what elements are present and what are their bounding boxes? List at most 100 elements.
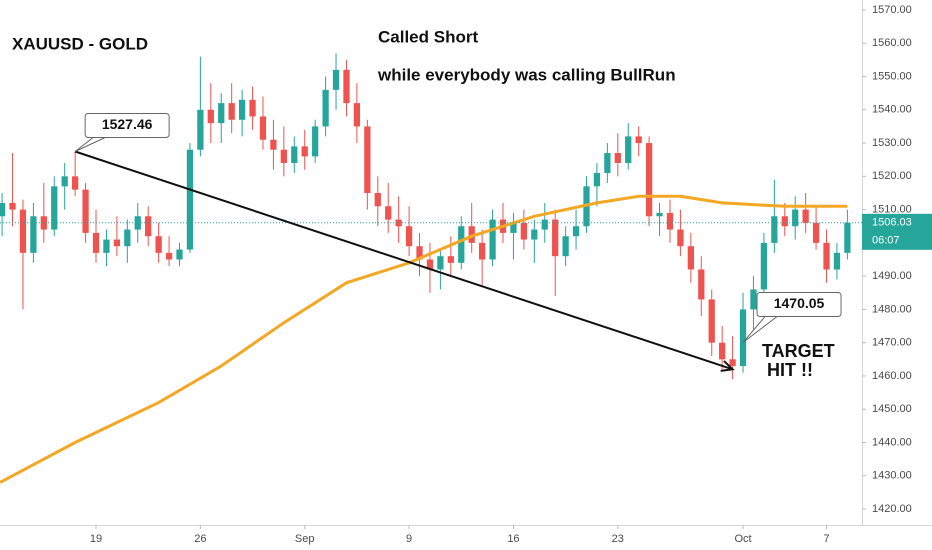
candle-body <box>479 242 486 260</box>
y-tick-label: 1550.00 <box>872 70 912 82</box>
candle-body <box>353 103 361 127</box>
candle-body <box>72 176 79 190</box>
candle-body <box>197 109 204 150</box>
callout-label: 1527.46 <box>102 116 153 132</box>
y-tick-label: 1480.00 <box>872 303 912 315</box>
callout-box <box>84 113 170 139</box>
candle-body <box>405 226 413 247</box>
plot-area <box>0 53 862 484</box>
candle-body <box>332 69 340 90</box>
x-tick-label: 26 <box>194 533 206 545</box>
callout-box <box>756 292 842 318</box>
candle-body <box>145 216 152 237</box>
x-tick-label: Oct <box>734 533 751 545</box>
candle-body <box>416 246 423 260</box>
y-tick-label: 1440.00 <box>872 436 912 448</box>
candle-body <box>82 189 89 233</box>
candle-body <box>312 126 319 157</box>
candle-body <box>51 186 58 230</box>
candle-body <box>395 219 402 227</box>
candle-body <box>291 146 298 164</box>
last-price-label: 1506.03 <box>872 217 912 229</box>
candle-body <box>781 216 788 227</box>
candle-body <box>374 192 381 207</box>
candle-body <box>458 226 465 263</box>
candle-body <box>270 139 277 150</box>
candle-body <box>124 229 131 247</box>
candle-body <box>531 229 538 240</box>
candle-body <box>729 359 736 366</box>
candle-body <box>385 206 392 220</box>
x-tick-label: 23 <box>612 533 624 545</box>
candle-body <box>155 236 162 253</box>
candle-body <box>61 176 68 187</box>
candle-body <box>823 242 830 270</box>
candle-body <box>437 256 444 270</box>
candle-body <box>792 209 799 227</box>
candle-body <box>698 269 705 300</box>
x-tick-label: Sep <box>295 533 315 545</box>
candle-body <box>301 146 308 157</box>
candle-body <box>604 153 611 174</box>
candle-body <box>572 226 580 237</box>
y-tick-label: 1510.00 <box>872 204 912 216</box>
candle-body <box>165 252 173 260</box>
annotation: Called Short <box>378 27 478 46</box>
candle-body <box>562 236 569 257</box>
candle-body <box>510 222 517 233</box>
candle-body <box>708 299 715 343</box>
candle-body <box>0 202 6 217</box>
candle-body <box>322 89 329 127</box>
arrow-head <box>720 360 735 372</box>
candle-body <box>771 216 778 243</box>
candle-body <box>812 222 820 243</box>
candle-body <box>614 153 621 164</box>
candle-body <box>207 109 214 124</box>
candle-body <box>103 239 110 253</box>
candle-body <box>176 249 183 260</box>
y-tick-label: 1490.00 <box>872 270 912 282</box>
candle-body <box>833 252 841 270</box>
candle-body <box>228 103 235 120</box>
trend-arrow <box>74 150 733 371</box>
candle-body <box>739 309 747 366</box>
callout-label: 1470.05 <box>774 295 825 311</box>
target-text: HIT !! <box>767 360 813 380</box>
candle-body <box>802 209 809 223</box>
candle-body <box>238 99 246 120</box>
y-tick-label: 1560.00 <box>872 37 912 49</box>
y-tick-label: 1460.00 <box>872 370 912 382</box>
countdown-label: 06:07 <box>872 235 900 247</box>
y-tick-label: 1520.00 <box>872 170 912 182</box>
candle-body <box>426 259 434 270</box>
x-tick-label: 19 <box>90 533 102 545</box>
candle-body <box>844 222 851 253</box>
candle-body <box>645 143 653 217</box>
y-tick-label: 1450.00 <box>872 403 912 415</box>
candle-body <box>259 116 267 140</box>
candle-body <box>677 229 684 247</box>
y-tick-label: 1530.00 <box>872 137 912 149</box>
candle-body <box>593 173 601 187</box>
target-text: TARGET <box>762 341 835 361</box>
candle-body <box>249 99 256 117</box>
candle-body <box>541 219 548 230</box>
candle-body <box>552 219 559 257</box>
candle-body <box>30 216 37 253</box>
candle-body <box>719 342 726 360</box>
candle-body <box>625 136 632 164</box>
candle-body <box>760 242 768 290</box>
candle-body <box>750 289 757 310</box>
candle-body <box>218 103 225 124</box>
x-tick-label: 9 <box>406 533 412 545</box>
chart-title: XAUUSD - GOLD <box>12 34 148 53</box>
candle-body <box>113 239 121 247</box>
last-price-box <box>862 213 932 250</box>
candle-body <box>489 219 496 260</box>
candle-body <box>40 216 47 230</box>
y-tick-label: 1470.00 <box>872 337 912 349</box>
candle-body <box>687 246 694 270</box>
candle-body <box>635 136 642 144</box>
